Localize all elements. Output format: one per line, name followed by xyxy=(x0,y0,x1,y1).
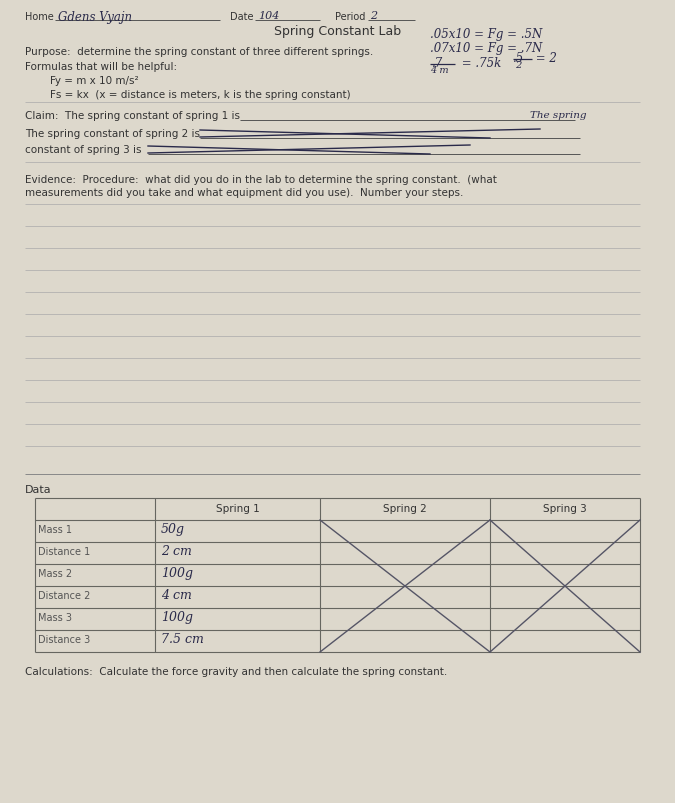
Text: Distance 1: Distance 1 xyxy=(38,547,90,556)
Text: Evidence:  Procedure:  what did you do in the lab to determine the spring consta: Evidence: Procedure: what did you do in … xyxy=(25,175,497,185)
Text: 104: 104 xyxy=(258,11,279,21)
Text: Purpose:  determine the spring constant of three different springs.: Purpose: determine the spring constant o… xyxy=(25,47,373,57)
Text: Fy = m x 10 m/s²: Fy = m x 10 m/s² xyxy=(50,76,138,86)
Text: constant of spring 3 is: constant of spring 3 is xyxy=(25,145,142,155)
Text: 2: 2 xyxy=(370,11,377,21)
Text: 100g: 100g xyxy=(161,566,193,580)
Text: Claim:  The spring constant of spring 1 is: Claim: The spring constant of spring 1 i… xyxy=(25,111,240,120)
Text: Spring 2: Spring 2 xyxy=(383,503,427,513)
Text: .07x10 = Fg = .7N: .07x10 = Fg = .7N xyxy=(430,42,542,55)
Text: .5: .5 xyxy=(513,52,524,65)
Text: Distance 3: Distance 3 xyxy=(38,634,90,645)
Text: Mass 2: Mass 2 xyxy=(38,569,72,579)
Text: Spring 3: Spring 3 xyxy=(543,503,587,513)
Text: .7: .7 xyxy=(432,57,443,70)
Text: 7.5 cm: 7.5 cm xyxy=(161,633,204,646)
Text: measurements did you take and what equipment did you use).  Number your steps.: measurements did you take and what equip… xyxy=(25,188,463,198)
Text: Distance 2: Distance 2 xyxy=(38,591,90,601)
Text: 100g: 100g xyxy=(161,610,193,623)
Text: 4 m: 4 m xyxy=(430,66,449,75)
Text: 2: 2 xyxy=(513,61,522,70)
Text: Home: Home xyxy=(25,12,54,22)
Text: = 2: = 2 xyxy=(532,52,557,65)
Text: Fs = kx  (x = distance is meters, k is the spring constant): Fs = kx (x = distance is meters, k is th… xyxy=(50,90,350,100)
Text: Date: Date xyxy=(230,12,254,22)
Text: = .75k: = .75k xyxy=(458,57,502,70)
Text: Mass 3: Mass 3 xyxy=(38,613,72,622)
Text: Spring 1: Spring 1 xyxy=(215,503,259,513)
Text: The spring constant of spring 2 is: The spring constant of spring 2 is xyxy=(25,128,200,139)
Text: 2 cm: 2 cm xyxy=(161,544,192,557)
Text: Data: Data xyxy=(25,484,51,495)
Text: .05x10 = Fg = .5N: .05x10 = Fg = .5N xyxy=(430,28,542,41)
Text: Calculations:  Calculate the force gravity and then calculate the spring constan: Calculations: Calculate the force gravit… xyxy=(25,666,448,676)
Text: 50g: 50g xyxy=(161,523,185,536)
Text: Period: Period xyxy=(335,12,365,22)
Text: Mass 1: Mass 1 xyxy=(38,524,72,535)
Text: 4 cm: 4 cm xyxy=(161,589,192,601)
Text: Gdens Vyajn: Gdens Vyajn xyxy=(58,11,132,24)
Text: Formulas that will be helpful:: Formulas that will be helpful: xyxy=(25,62,177,72)
Text: Spring Constant Lab: Spring Constant Lab xyxy=(275,25,402,38)
Text: The spring: The spring xyxy=(530,111,587,120)
